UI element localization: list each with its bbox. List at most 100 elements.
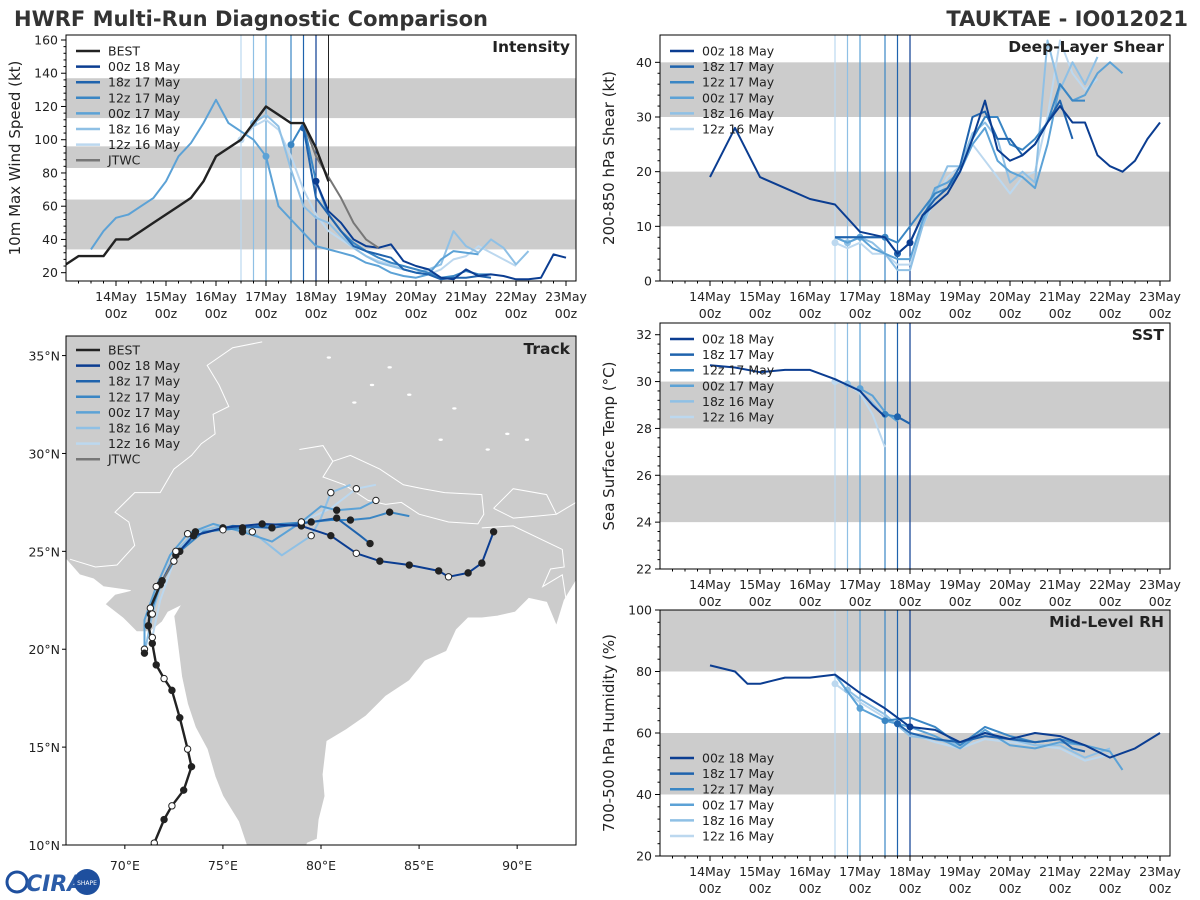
- sri-lanka: [313, 849, 356, 900]
- rh-xtick-hour: 00z: [1099, 881, 1122, 896]
- shear-xtick-day: 19May: [939, 289, 981, 304]
- shear-xtick-day: 22May: [1089, 289, 1131, 304]
- intensity-xtick-hour: 00z: [555, 306, 578, 321]
- country-border: [69, 341, 263, 568]
- panel-intensity: 20 40 60 80 100 120 140 160 14May 00z 15May 00z 16Ma…: [6, 32, 587, 321]
- track-point-best: [141, 852, 147, 858]
- track-point-r00z18: [352, 549, 361, 558]
- sst-xtick-hour: 00z: [999, 594, 1022, 609]
- intensity-ytick-label: 40: [42, 232, 58, 247]
- track-point-r00z18: [405, 561, 413, 569]
- rh-xtick-day: 21May: [1039, 864, 1081, 879]
- track-ytick-label: 30°N: [28, 446, 60, 461]
- intensity-xtick-hour: 00z: [205, 306, 228, 321]
- intensity-xtick-hour: 00z: [255, 306, 278, 321]
- intensity-panel-title: Intensity: [492, 38, 570, 56]
- rh-xtick-day: 16May: [789, 864, 831, 879]
- sst-xtick-hour: 00z: [1049, 594, 1072, 609]
- rh-legend-label-r00z17: 00z 17 May: [702, 797, 775, 812]
- rh-xtick-hour: 00z: [849, 881, 872, 896]
- intensity-legend-label-r12z16: 12z 16 May: [108, 137, 181, 152]
- rh-xtick-day: 22May: [1089, 864, 1131, 879]
- shear-xtick-hour: 00z: [1149, 306, 1172, 321]
- intensity-band-2: [66, 78, 576, 119]
- shear-xtick-day: 16May: [789, 289, 831, 304]
- rh-xtick-hour: 00z: [949, 881, 972, 896]
- sst-frame: [659, 322, 1171, 570]
- track-point-best: [183, 745, 192, 753]
- sst-legend-label-r12z16: 12z 16 May: [702, 410, 775, 425]
- intensity-legend-label-r12z17: 12z 17 May: [108, 90, 181, 105]
- intensity-xtick-hour: 00z: [155, 306, 178, 321]
- rh-xtick-hour: 00z: [1049, 881, 1072, 896]
- intensity-xtick-day: 23May: [545, 289, 587, 304]
- intensity-ytick-label: 100: [34, 132, 58, 147]
- sst-xtick-day: 18May: [889, 577, 931, 592]
- shear-legend-label-r12z17: 12z 17 May: [702, 75, 775, 90]
- track-point-best: [168, 686, 176, 695]
- lake: [352, 401, 357, 404]
- rh-xtick-day: 14May: [689, 864, 731, 879]
- intensity-xtick-day: 20May: [395, 289, 437, 304]
- sst-xtick-day: 14May: [689, 577, 731, 592]
- rh-panel-title: Mid-Level RH: [1049, 613, 1164, 631]
- sst-ylabel: Sea Surface Temp (°C): [600, 361, 618, 530]
- shear-xtick-hour: 00z: [899, 306, 922, 321]
- sst-ytick-label: 32: [636, 327, 652, 342]
- rh-legend-label-r00z18: 00z 18 May: [702, 751, 775, 766]
- track-point-r18z17: [332, 514, 341, 522]
- track-point-r12z17: [346, 516, 355, 524]
- rh-legend-label-r12z17: 12z 17 May: [702, 782, 775, 797]
- sst-ytick-label: 24: [636, 515, 652, 530]
- lake: [524, 438, 530, 441]
- track-point-r00z17: [183, 530, 192, 538]
- track-point-r12z17: [385, 508, 394, 516]
- intensity-xtick-day: 21May: [445, 289, 487, 304]
- shear-ytick-label: 0: [644, 274, 652, 289]
- shear-xtick-hour: 00z: [849, 306, 872, 321]
- lake: [438, 438, 443, 441]
- intensity-init-point-r12z17: [287, 141, 295, 149]
- track-point-r12z16: [148, 633, 157, 642]
- track-point-best: [179, 786, 188, 794]
- shear-xtick-hour: 00z: [699, 306, 722, 321]
- sst-xtick-hour: 00z: [749, 594, 772, 609]
- track-point-best: [187, 762, 196, 771]
- sst-series-r00z17: [859, 387, 899, 423]
- sst-xtick-hour: 00z: [1099, 594, 1122, 609]
- intensity-legend-label-r18z17: 18z 17 May: [108, 75, 181, 90]
- track-point-best: [152, 661, 160, 669]
- intensity-ytick-label: 20: [42, 265, 58, 280]
- track-xtick-label: 80°E: [306, 858, 336, 873]
- shear-init-point-r12z16: [831, 239, 839, 247]
- rh-xtick-day: 19May: [939, 864, 981, 879]
- intensity-series-r18z16: [252, 113, 530, 274]
- track-ytick-label: 35°N: [28, 349, 60, 364]
- track-panel-title: Track: [524, 340, 571, 358]
- rh-xtick-hour: 00z: [899, 881, 922, 896]
- track-point-r00z18: [478, 559, 486, 567]
- sst-legend-label-r18z17: 18z 17 May: [702, 347, 775, 362]
- intensity-xtick-hour: 00z: [405, 306, 428, 321]
- rh-legend-label-r18z16: 18z 16 May: [702, 813, 775, 828]
- shear-xtick-day: 23May: [1139, 289, 1181, 304]
- track-point-r00z17: [332, 506, 341, 514]
- sst-xtick-day: 17May: [839, 577, 881, 592]
- track-point-r18z16: [248, 528, 257, 536]
- track-legend-label-r18z16: 18z 16 May: [108, 421, 181, 436]
- track-ytick-label: 15°N: [28, 740, 60, 755]
- rh-series-r12z16: [834, 682, 1111, 762]
- track-legend-label-best: BEST: [108, 343, 140, 358]
- shear-ytick-label: 30: [636, 110, 652, 125]
- lake: [369, 383, 375, 387]
- intensity-init-point-r00z18: [312, 177, 320, 185]
- shear-xtick-hour: 00z: [999, 306, 1022, 321]
- panel-track: 70°E 75°E 80°E 85°E 90°E 10°N 15°N 20°N 25°N 30°N…: [28, 335, 577, 900]
- storm-id: TAUKTAE - IO012021: [946, 7, 1188, 31]
- sst-legend-label-r12z17: 12z 17 May: [702, 363, 775, 378]
